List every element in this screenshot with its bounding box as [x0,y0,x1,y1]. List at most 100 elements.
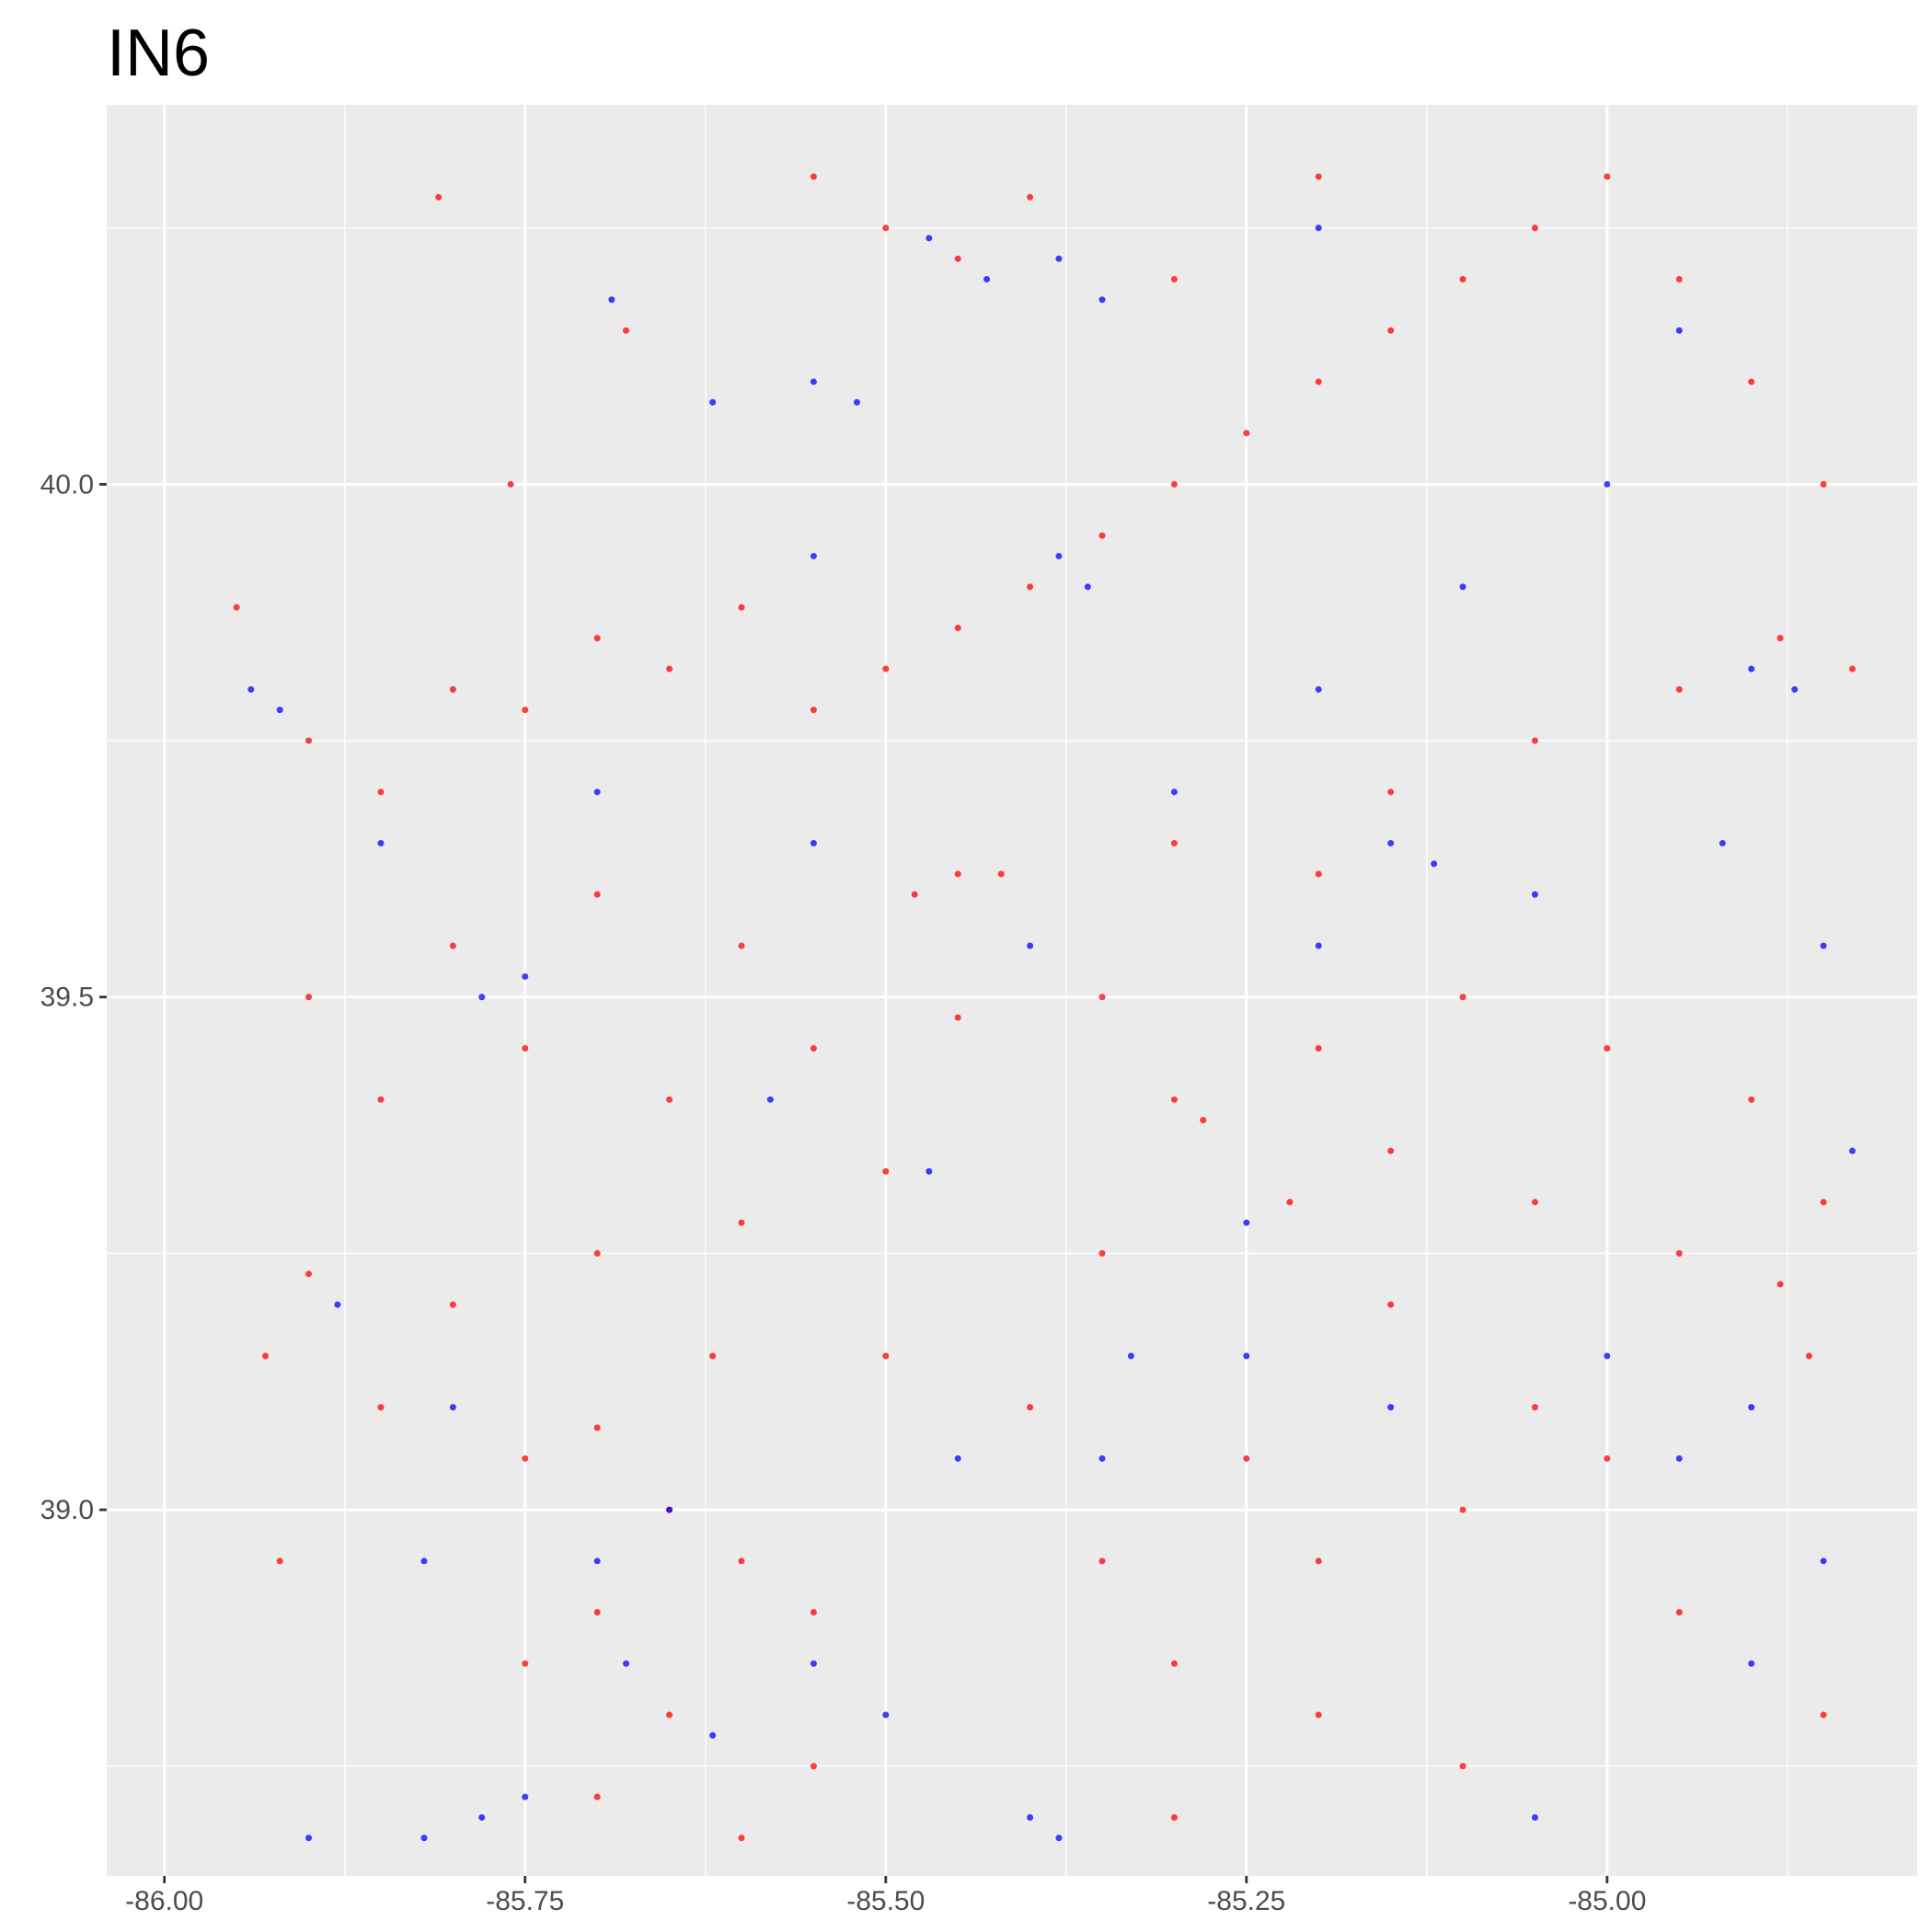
point [1820,1199,1827,1206]
point [522,972,529,980]
x-tick-label: -85.25 [1207,1886,1285,1916]
point [305,994,313,1001]
point [522,1455,529,1462]
point [522,1044,529,1052]
point [954,870,961,878]
point [1200,1117,1207,1124]
point [1127,1352,1134,1360]
point [377,1096,385,1103]
point [911,891,918,898]
point [1387,327,1395,334]
point [709,1352,717,1360]
point [1777,1281,1784,1288]
point [1531,1813,1538,1821]
point [1098,1249,1106,1257]
point [1675,685,1683,693]
x-tick-label: -85.75 [486,1886,564,1916]
point [1098,296,1106,304]
point [449,685,456,693]
point [1459,583,1466,591]
point [666,665,673,673]
point [1459,994,1466,1001]
point [420,1834,428,1842]
point [1387,1301,1395,1308]
point [1604,1455,1611,1462]
point [1531,1199,1538,1206]
point [449,1404,456,1411]
point [1604,480,1611,488]
point [1848,665,1856,673]
point [276,1558,283,1565]
point [1170,480,1178,488]
point [305,737,313,744]
point [1675,1609,1683,1616]
point [1791,685,1799,693]
panel [107,105,1917,1876]
point [1027,193,1034,201]
point [666,1711,673,1719]
point [1719,840,1726,847]
y-tick-label: 39.0 [40,1495,94,1525]
point [738,942,745,949]
point [1315,942,1322,949]
point [377,1404,385,1411]
point [954,1455,961,1462]
point [593,1793,601,1800]
point [1027,1813,1034,1821]
point [1243,1352,1250,1360]
point [810,552,817,559]
point [709,398,717,406]
point [1675,275,1683,282]
point [766,1096,774,1103]
point [1170,1096,1178,1103]
point [1098,994,1106,1001]
point [926,235,933,242]
x-tick-label: -86.00 [125,1886,203,1916]
y-tick-label: 40.0 [40,469,94,500]
point [666,1506,673,1513]
point [478,994,486,1001]
point [435,193,443,201]
point [1604,1352,1611,1360]
point [305,1834,313,1842]
x-tick-label: -85.00 [1568,1886,1646,1916]
point [882,1167,890,1175]
point [738,1219,745,1226]
point [1315,378,1322,385]
point [1055,1834,1063,1842]
point [593,1558,601,1565]
point [1459,1763,1466,1770]
point [522,707,529,714]
point [709,1731,717,1739]
point [1243,1219,1250,1226]
point [507,480,514,488]
y-tick-label: 39.5 [40,983,94,1013]
point [1315,173,1322,180]
point [608,296,615,304]
point [1243,1455,1250,1462]
point [810,1660,817,1667]
point [261,1352,269,1360]
point [882,665,890,673]
point [1820,480,1827,488]
point [810,840,817,847]
point [1315,1711,1322,1719]
point [1315,1558,1322,1565]
point [810,378,817,385]
point [1820,942,1827,949]
point [1055,552,1063,559]
point [1286,1199,1294,1206]
point [1084,583,1091,591]
point [810,707,817,714]
point [954,624,961,631]
point [1387,788,1395,796]
point [666,1096,673,1103]
chart-title: IN6 [107,17,210,90]
point [1459,1506,1466,1513]
point [882,1711,890,1719]
point [1777,635,1784,642]
point [810,1044,817,1052]
point [738,1834,745,1842]
